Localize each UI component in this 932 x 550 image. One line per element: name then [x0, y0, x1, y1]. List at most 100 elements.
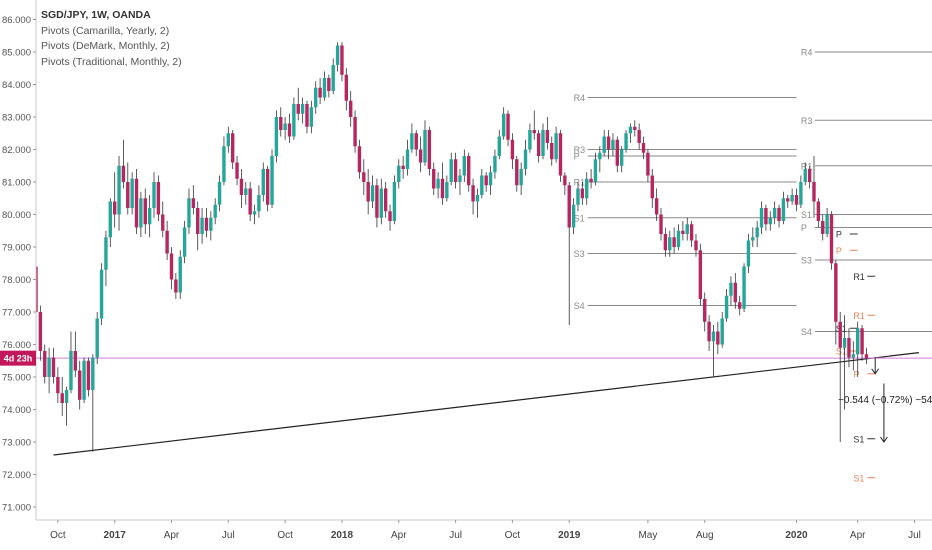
pivot-label: P	[836, 246, 842, 256]
candle-up	[825, 214, 829, 234]
candle-up	[501, 113, 506, 137]
pivot-label: S1	[574, 213, 585, 223]
candle-down	[864, 354, 869, 359]
candle-down	[506, 113, 510, 140]
candle-down	[362, 172, 366, 182]
candle-up	[497, 136, 501, 156]
indicator-camarilla[interactable]: Pivots (Camarilla, Yearly, 2)	[41, 24, 170, 37]
candle-down	[375, 185, 379, 218]
candle-up	[628, 126, 633, 134]
candle-down	[515, 159, 519, 186]
candle-down	[401, 165, 405, 169]
y-tick-label: 85.000	[2, 48, 31, 59]
candle-down	[73, 351, 78, 371]
x-tick-label: Apr	[164, 530, 180, 541]
pivot-label: P	[574, 152, 580, 162]
candle-up	[314, 87, 318, 108]
candle-up	[842, 338, 847, 348]
candle-up	[410, 133, 414, 150]
symbol-title[interactable]: SGD/JPY, 1W, OANDA	[41, 9, 151, 21]
indicator-demark[interactable]: Pivots (DeMark, Monthly, 2)	[41, 40, 170, 52]
y-axis[interactable]: 71.000 72.000 73.000 74.000 75.000 76.000 77.0…	[0, 0, 37, 550]
x-tick-label: Oct	[505, 530, 521, 541]
candle-down	[230, 133, 235, 163]
candle-down	[383, 188, 388, 212]
candle-down	[558, 133, 563, 176]
candle-up	[226, 133, 231, 147]
candle-up	[711, 331, 716, 342]
x-axis[interactable]: Oct 2017 Apr Jul Oct 2018 Apr Jul Oct 2019 May Aug 2…	[36, 519, 932, 541]
candle-up	[523, 149, 528, 169]
candle-up	[335, 45, 340, 65]
arrow-head	[880, 436, 888, 443]
y-tick-label: 82.000	[2, 145, 31, 156]
candle-down	[716, 331, 720, 345]
candle-up	[139, 198, 143, 228]
candle-up	[108, 201, 113, 238]
candle-down	[112, 201, 117, 215]
candle-up	[755, 227, 759, 238]
candle-up	[611, 139, 615, 150]
candle-down	[663, 234, 668, 251]
pivot-label: S4	[801, 327, 812, 337]
candle-down	[204, 217, 209, 231]
candle-down	[694, 240, 698, 251]
candle-up	[292, 104, 296, 137]
support-trendline[interactable]	[53, 352, 919, 456]
candle-up	[379, 188, 383, 218]
pivot-label: R1	[853, 311, 865, 321]
candle-down	[777, 208, 781, 221]
candle-up	[309, 107, 314, 127]
candle-down	[698, 250, 703, 299]
candle-up	[423, 130, 427, 163]
candle-up	[217, 182, 222, 205]
candle-down	[340, 45, 344, 75]
candle-down	[580, 188, 585, 199]
candle-up	[130, 178, 134, 208]
candle-up	[449, 159, 453, 182]
candle-down	[287, 123, 292, 137]
candle-down	[764, 208, 768, 225]
candle-down	[432, 169, 436, 189]
candle-up	[182, 227, 187, 257]
candle-up	[624, 133, 628, 150]
candle-up	[270, 156, 274, 205]
x-tick-label: Oct	[50, 530, 66, 541]
y-tick-label: 79.000	[2, 243, 31, 254]
candle-down	[305, 104, 309, 127]
candle-up	[593, 159, 598, 182]
candle-down	[427, 130, 432, 169]
candle-up	[554, 133, 558, 160]
pivot-label: P	[801, 223, 807, 233]
candle-down	[567, 185, 571, 228]
candle-up	[252, 211, 257, 215]
candle-up	[668, 237, 672, 251]
candle-down	[60, 393, 64, 403]
candle-up	[82, 360, 86, 400]
candle-down	[471, 185, 475, 202]
x-tick-label: Jul	[222, 530, 235, 541]
candle-up	[213, 204, 217, 218]
candle-down	[816, 201, 821, 221]
candle-down	[672, 237, 676, 247]
candle-down	[56, 377, 60, 394]
candle-up	[458, 175, 462, 182]
x-tick-label: 2019	[558, 530, 581, 541]
price-tag-label[interactable]: 4d 23h	[4, 354, 33, 364]
candle-up	[493, 156, 497, 173]
candle-up	[571, 204, 576, 228]
measure-label: −0.544 (−0.72%) −54.4	[838, 395, 932, 406]
candle-up	[598, 152, 602, 160]
price-tag-box[interactable]	[0, 350, 36, 366]
candle-up	[685, 224, 689, 234]
candle-down	[641, 143, 646, 153]
y-tick-label: 76.000	[2, 340, 31, 351]
candle-down	[654, 198, 659, 215]
candle-down	[388, 211, 392, 221]
candle-down	[121, 165, 126, 182]
indicator-traditional[interactable]: Pivots (Traditional, Monthly, 2)	[41, 55, 182, 68]
candle-down	[646, 152, 650, 176]
candle-down	[348, 100, 353, 117]
candle-down	[418, 149, 423, 163]
